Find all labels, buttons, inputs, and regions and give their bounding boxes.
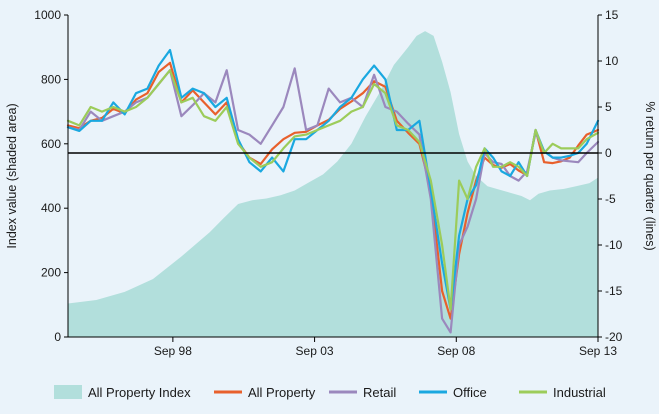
index-area-layer <box>68 31 598 337</box>
right-tick-label: -15 <box>605 284 623 298</box>
right-axis-title: % return per quarter (lines) <box>643 101 657 250</box>
legend: All Property Index All Property Retail Offi… <box>54 385 606 400</box>
axes-layer <box>67 15 599 338</box>
right-tick-label: 10 <box>605 54 619 68</box>
left-tick-label: 600 <box>41 137 61 151</box>
return-lines-layer <box>66 48 600 334</box>
legend-swatch-index <box>54 385 82 399</box>
legend-label-office: Office <box>453 385 487 400</box>
left-tick-label: 0 <box>54 330 61 344</box>
right-tick-label: 5 <box>605 100 612 114</box>
x-tick-label: Sep 08 <box>437 344 475 358</box>
legend-label-retail: Retail <box>363 385 396 400</box>
legend-label-index: All Property Index <box>88 385 191 400</box>
x-tick-label: Sep 13 <box>579 344 617 358</box>
left-tick-label: 1000 <box>34 8 61 22</box>
series-line-industrial <box>66 69 600 311</box>
left-axis-title: Index value (shaded area) <box>5 103 19 248</box>
right-tick-label: -20 <box>605 330 623 344</box>
x-tick-label: Sep 98 <box>154 344 192 358</box>
index-area <box>68 31 598 337</box>
legend-label-all_property: All Property <box>248 385 316 400</box>
right-tick-label: 15 <box>605 8 619 22</box>
legend-label-industrial: Industrial <box>553 385 606 400</box>
left-tick-label: 800 <box>41 72 61 86</box>
axis-titles-layer: Index value (shaded area) % return per qu… <box>5 101 657 250</box>
left-tick-label: 400 <box>41 201 61 215</box>
x-tick-label: Sep 03 <box>296 344 334 358</box>
right-tick-label: -10 <box>605 238 623 252</box>
right-tick-label: -5 <box>605 192 616 206</box>
left-tick-label: 200 <box>41 266 61 280</box>
right-tick-label: 0 <box>605 146 612 160</box>
ticks-layer: 0 200 400 600 800 1000 -20 -15 -10 -5 0 5 10 15 Sep 98… <box>34 8 622 358</box>
series-line-office <box>66 48 600 311</box>
